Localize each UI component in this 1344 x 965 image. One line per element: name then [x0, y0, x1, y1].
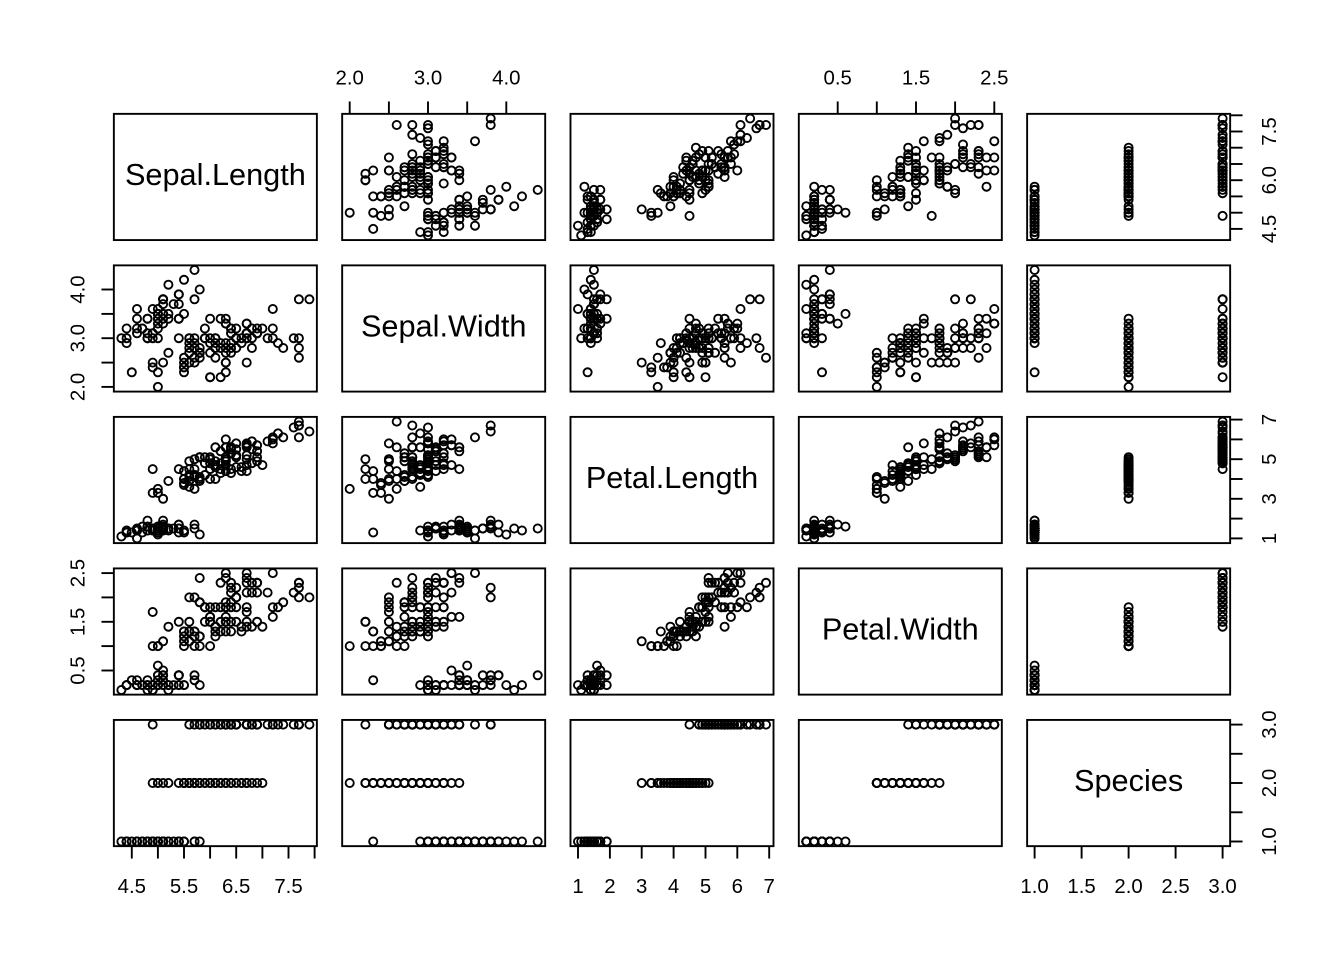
svg-text:6: 6 — [732, 876, 743, 898]
svg-text:5.5: 5.5 — [170, 876, 198, 898]
svg-text:3: 3 — [1259, 493, 1281, 504]
svg-text:1.5: 1.5 — [902, 68, 930, 90]
svg-text:5: 5 — [1259, 454, 1281, 465]
svg-text:0.5: 0.5 — [68, 656, 90, 684]
svg-text:2.0: 2.0 — [68, 373, 90, 401]
svg-text:7: 7 — [764, 876, 775, 898]
svg-text:4: 4 — [668, 876, 679, 898]
svg-text:0.5: 0.5 — [824, 68, 852, 90]
svg-text:Sepal.Width: Sepal.Width — [361, 309, 526, 344]
svg-text:1.0: 1.0 — [1259, 827, 1281, 855]
svg-text:4.0: 4.0 — [68, 275, 90, 303]
svg-text:2.5: 2.5 — [1161, 876, 1189, 898]
svg-text:Petal.Width: Petal.Width — [822, 612, 979, 647]
svg-text:2.0: 2.0 — [336, 68, 364, 90]
svg-text:2.0: 2.0 — [1114, 876, 1142, 898]
svg-text:5: 5 — [700, 876, 711, 898]
svg-text:1.0: 1.0 — [1020, 876, 1048, 898]
svg-text:7.5: 7.5 — [274, 876, 302, 898]
svg-text:2.0: 2.0 — [1259, 769, 1281, 797]
svg-text:3.0: 3.0 — [68, 324, 90, 352]
svg-text:4.0: 4.0 — [492, 68, 520, 90]
svg-text:1.5: 1.5 — [1067, 876, 1095, 898]
svg-text:6.0: 6.0 — [1259, 166, 1281, 194]
svg-text:3.0: 3.0 — [1208, 876, 1236, 898]
svg-text:7.5: 7.5 — [1259, 117, 1281, 145]
svg-text:1.5: 1.5 — [68, 608, 90, 636]
svg-text:Petal.Length: Petal.Length — [586, 460, 758, 495]
svg-text:7: 7 — [1259, 414, 1281, 425]
svg-text:3.0: 3.0 — [1259, 710, 1281, 738]
svg-text:Sepal.Length: Sepal.Length — [125, 157, 306, 192]
svg-text:3.0: 3.0 — [414, 68, 442, 90]
svg-text:2.5: 2.5 — [980, 68, 1008, 90]
svg-text:1: 1 — [1259, 533, 1281, 544]
svg-text:1: 1 — [572, 876, 583, 898]
svg-text:Species: Species — [1074, 763, 1183, 798]
svg-text:4.5: 4.5 — [1259, 215, 1281, 243]
svg-text:2: 2 — [604, 876, 615, 898]
svg-text:4.5: 4.5 — [118, 876, 146, 898]
svg-text:2.5: 2.5 — [68, 559, 90, 587]
svg-text:6.5: 6.5 — [222, 876, 250, 898]
svg-text:3: 3 — [636, 876, 647, 898]
